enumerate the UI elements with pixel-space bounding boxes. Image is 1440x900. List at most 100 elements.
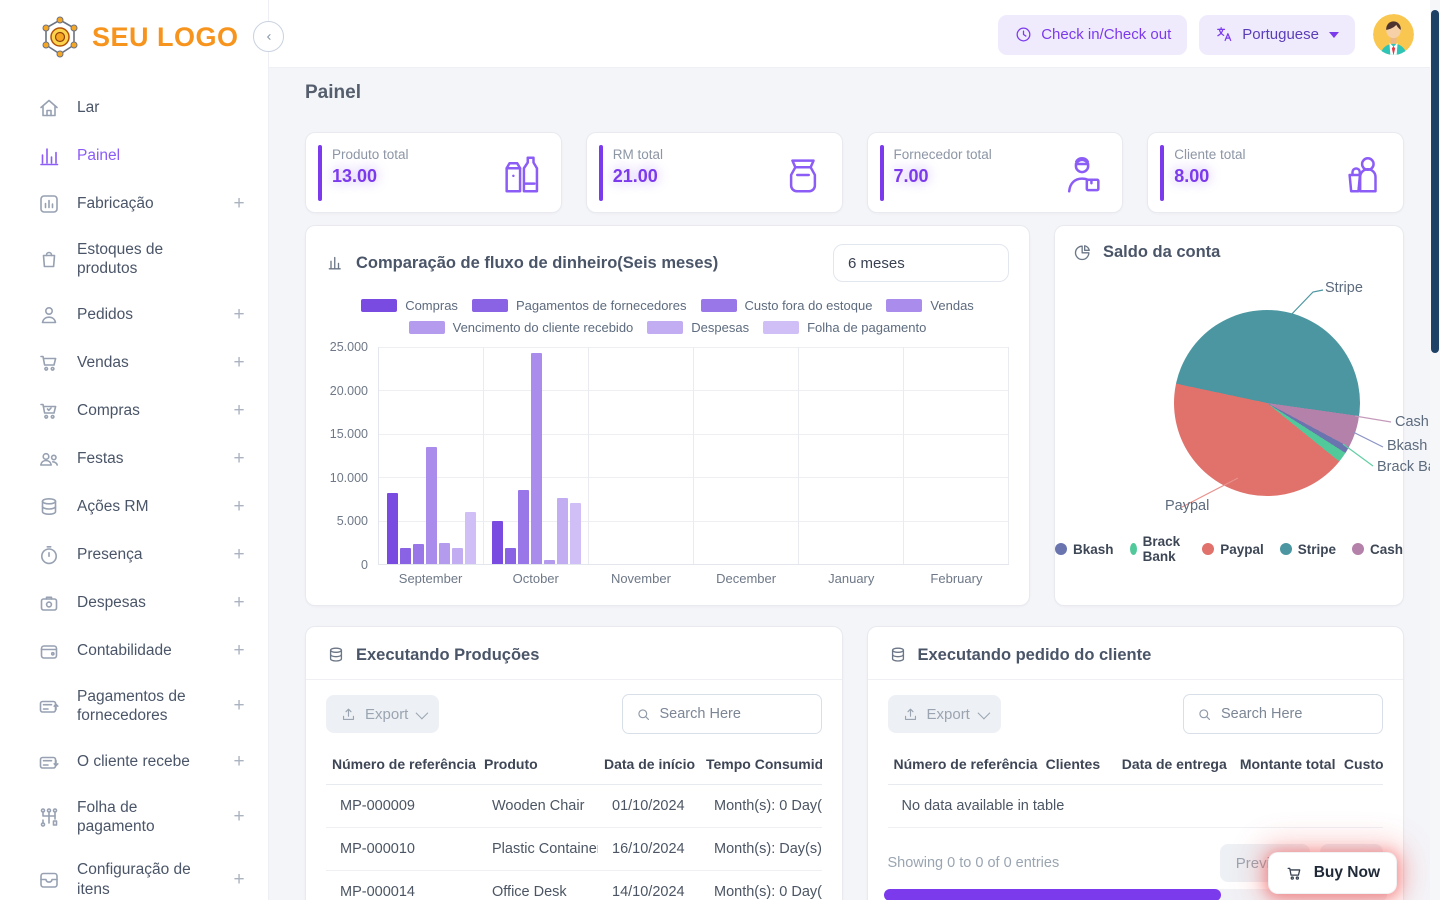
table-row[interactable]: MP-000009 Wooden Chair 01/10/2024 Month(s):… — [326, 784, 822, 828]
expand-plus-icon[interactable]: + — [233, 805, 245, 827]
expand-plus-icon[interactable]: + — [233, 399, 245, 421]
legend-item[interactable]: Custo fora do estoque — [700, 298, 872, 313]
sidebar-item-compras[interactable]: Compras + — [0, 387, 268, 435]
stat-accent-bar — [1160, 145, 1165, 201]
pie-chart[interactable] — [1174, 310, 1360, 496]
sidebar-item-painel[interactable]: Painel — [0, 132, 268, 180]
period-select[interactable]: 6 meses — [833, 244, 1009, 282]
pie-legend-item[interactable]: Paypal — [1202, 534, 1264, 564]
bar[interactable] — [386, 492, 398, 564]
chevron-down-icon — [977, 706, 991, 719]
expand-plus-icon[interactable]: + — [233, 543, 245, 565]
sidebar-item-presen-a[interactable]: Presença + — [0, 531, 268, 579]
sidebar-item-pagamentos-de-fornecedores[interactable]: Pagamentos de fornecedores + — [0, 675, 268, 738]
window-scrollbar-thumb[interactable] — [1431, 10, 1439, 353]
checkin-button[interactable]: Check in/Check out — [998, 14, 1188, 55]
legend-item[interactable]: Compras — [361, 298, 458, 313]
legend-item[interactable]: Vendas — [886, 298, 974, 313]
pie-legend-item[interactable]: Brack Bank — [1129, 534, 1187, 564]
column-header[interactable]: Produto — [478, 744, 598, 785]
bar[interactable] — [517, 490, 529, 564]
expand-plus-icon[interactable]: + — [233, 351, 245, 373]
x-tick-label: February — [930, 571, 983, 586]
horizontal-scrollbar-thumb[interactable] — [883, 889, 1221, 900]
sidebar-item-despesas[interactable]: Despesas + — [0, 579, 268, 627]
sidebar-collapse-button[interactable] — [253, 21, 284, 52]
logo[interactable]: SEU LOGO — [0, 0, 268, 72]
bar[interactable] — [464, 511, 476, 564]
orders-search — [1183, 694, 1383, 734]
sidebar-item-vendas[interactable]: Vendas + — [0, 339, 268, 387]
sidebar-item-estoques-de-produtos[interactable]: Estoques de produtos — [0, 228, 268, 291]
chevron-left-icon — [261, 29, 277, 45]
column-header[interactable]: Data de início — [598, 744, 700, 785]
expand-plus-icon[interactable]: + — [233, 303, 245, 325]
column-header[interactable]: Clientes — [1039, 744, 1116, 785]
bar[interactable] — [504, 547, 516, 564]
sidebar-item-label: Painel — [77, 147, 121, 165]
horizontal-scrollbar[interactable] — [883, 889, 1387, 900]
stat-card-cliente-total: Cliente total 8.00 — [1147, 132, 1404, 213]
expand-plus-icon[interactable]: + — [233, 868, 245, 890]
stat-value: 8.00 — [1174, 166, 1210, 186]
bar[interactable] — [569, 503, 581, 564]
sidebar-item-lar[interactable]: Lar — [0, 84, 268, 132]
x-tick-label: January — [828, 571, 875, 586]
sidebar-item-fabrica-o[interactable]: Fabricação + — [0, 180, 268, 228]
database-icon — [37, 495, 61, 519]
pie-legend-item[interactable]: Stripe — [1279, 534, 1336, 564]
expand-plus-icon[interactable]: + — [233, 591, 245, 613]
legend-item[interactable]: Pagamentos de fornecedores — [471, 298, 687, 313]
sidebar-item-festas[interactable]: Festas + — [0, 435, 268, 483]
sidebar-item-o-cliente-recebe[interactable]: O cliente recebe + — [0, 738, 268, 786]
column-header[interactable]: Montante total — [1233, 744, 1338, 785]
language-selector[interactable]: Portuguese — [1199, 14, 1355, 55]
empty-table-message: No data available in table — [887, 784, 1383, 828]
avatar[interactable] — [1373, 14, 1414, 55]
legend-item[interactable]: Folha de pagamento — [763, 320, 926, 335]
bar[interactable] — [399, 547, 411, 564]
bar[interactable] — [530, 353, 542, 564]
database-icon — [326, 645, 346, 665]
search-input[interactable] — [1221, 706, 1370, 722]
legend-item[interactable]: Vencimento do cliente recebido — [408, 320, 633, 335]
expand-plus-icon[interactable]: + — [233, 639, 245, 661]
pie-legend-item[interactable]: Cash — [1351, 534, 1403, 564]
expand-plus-icon[interactable]: + — [233, 193, 245, 214]
cashflow-chart-card: Comparação de fluxo de dinheiro(Seis mes… — [305, 225, 1030, 606]
column-header[interactable]: Número de referência — [887, 744, 1040, 785]
bar[interactable] — [425, 446, 437, 564]
window-scrollbar[interactable] — [1430, 0, 1440, 900]
bar[interactable] — [491, 520, 503, 564]
column-header[interactable]: Tempo Consumido — [700, 744, 822, 785]
table-row[interactable]: MP-000014 Office Desk 14/10/2024 Month(s): … — [326, 870, 822, 900]
bar[interactable] — [556, 498, 568, 564]
expand-plus-icon[interactable]: + — [233, 447, 245, 469]
chevron-down-icon — [415, 706, 429, 719]
sidebar-item-contabilidade[interactable]: Contabilidade + — [0, 627, 268, 675]
sidebar-item-a-es-rm[interactable]: Ações RM + — [0, 483, 268, 531]
sidebar-item-folha-de-pagamento[interactable]: Folha de pagamento + — [0, 786, 268, 849]
search-input[interactable] — [659, 706, 809, 722]
column-header[interactable]: Número de referência — [326, 744, 478, 785]
bar[interactable] — [543, 559, 555, 564]
pie-legend-item[interactable]: Bkash — [1055, 534, 1114, 564]
bar[interactable] — [412, 544, 424, 564]
expand-plus-icon[interactable]: + — [233, 695, 245, 717]
cashflow-title: Comparação de fluxo de dinheiro(Seis mes… — [356, 253, 719, 272]
sidebar-item-configura-o-de-itens[interactable]: Configuração de itens + — [0, 848, 268, 900]
users-icon — [37, 447, 61, 471]
legend-item[interactable]: Despesas — [647, 320, 749, 335]
export-button[interactable]: Export — [326, 695, 440, 733]
buy-now-button[interactable]: Buy Now — [1268, 853, 1396, 893]
bar[interactable] — [451, 547, 463, 564]
bar[interactable] — [438, 543, 450, 564]
column-header[interactable]: Custo — [1337, 744, 1383, 785]
column-header[interactable]: Data de entrega — [1115, 744, 1234, 785]
sidebar-item-pedidos[interactable]: Pedidos + — [0, 291, 268, 339]
expand-plus-icon[interactable]: + — [233, 750, 245, 772]
expand-plus-icon[interactable]: + — [233, 495, 245, 517]
card-up-icon — [37, 694, 61, 718]
export-button[interactable]: Export — [887, 695, 1001, 733]
table-row[interactable]: MP-000010 Plastic Container 16/10/2024 Mont… — [326, 827, 822, 871]
